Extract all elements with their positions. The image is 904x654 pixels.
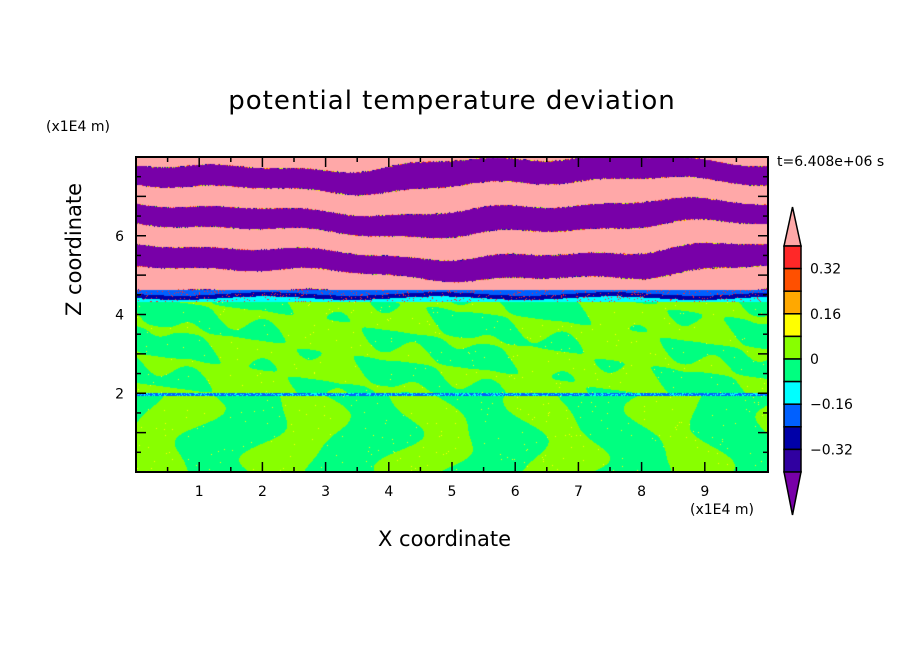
colorbar-box xyxy=(783,380,802,405)
y-axis-unit: (x1E4 m) xyxy=(46,119,110,135)
x-tick-label: 7 xyxy=(574,484,583,500)
chart-title: potential temperature deviation xyxy=(228,86,676,116)
colorbar-box xyxy=(783,403,802,428)
x-tick-label: 6 xyxy=(511,484,520,500)
colorbar-box xyxy=(783,290,802,315)
x-tick-label: 4 xyxy=(384,484,393,500)
colorbar-tick-label: 0 xyxy=(810,352,819,368)
contour-field xyxy=(136,157,768,472)
plot-frame xyxy=(135,156,769,473)
x-tick-label: 9 xyxy=(700,484,709,500)
y-tick-label: 4 xyxy=(115,308,124,324)
colorbar-box xyxy=(783,313,802,338)
colorbar-tick-label: 0.16 xyxy=(810,307,841,323)
y-tick-label: 2 xyxy=(115,386,124,402)
x-tick-label: 3 xyxy=(321,484,330,500)
colorbar-box xyxy=(783,426,802,451)
colorbar-tick-label: −0.16 xyxy=(810,397,853,413)
time-annotation: t=6.408e+06 s xyxy=(777,154,885,170)
colorbar-tick-label: −0.32 xyxy=(810,442,853,458)
colorbar-box xyxy=(783,358,802,383)
colorbar-box xyxy=(783,245,802,270)
x-tick-label: 5 xyxy=(448,484,457,500)
x-tick-label: 1 xyxy=(195,484,204,500)
colorbar-tick-label: 0.32 xyxy=(810,262,841,278)
x-tick-label: 2 xyxy=(258,484,267,500)
colorbar-under-triangle xyxy=(783,471,802,516)
x-axis-unit: (x1E4 m) xyxy=(690,502,754,518)
y-tick-label: 6 xyxy=(115,229,124,245)
x-tick-label: 8 xyxy=(637,484,646,500)
x-axis-label: X coordinate xyxy=(378,527,512,551)
colorbar-over-triangle xyxy=(783,206,802,247)
colorbar-box xyxy=(783,448,802,473)
colorbar-box xyxy=(783,267,802,292)
colorbar-box xyxy=(783,335,802,360)
